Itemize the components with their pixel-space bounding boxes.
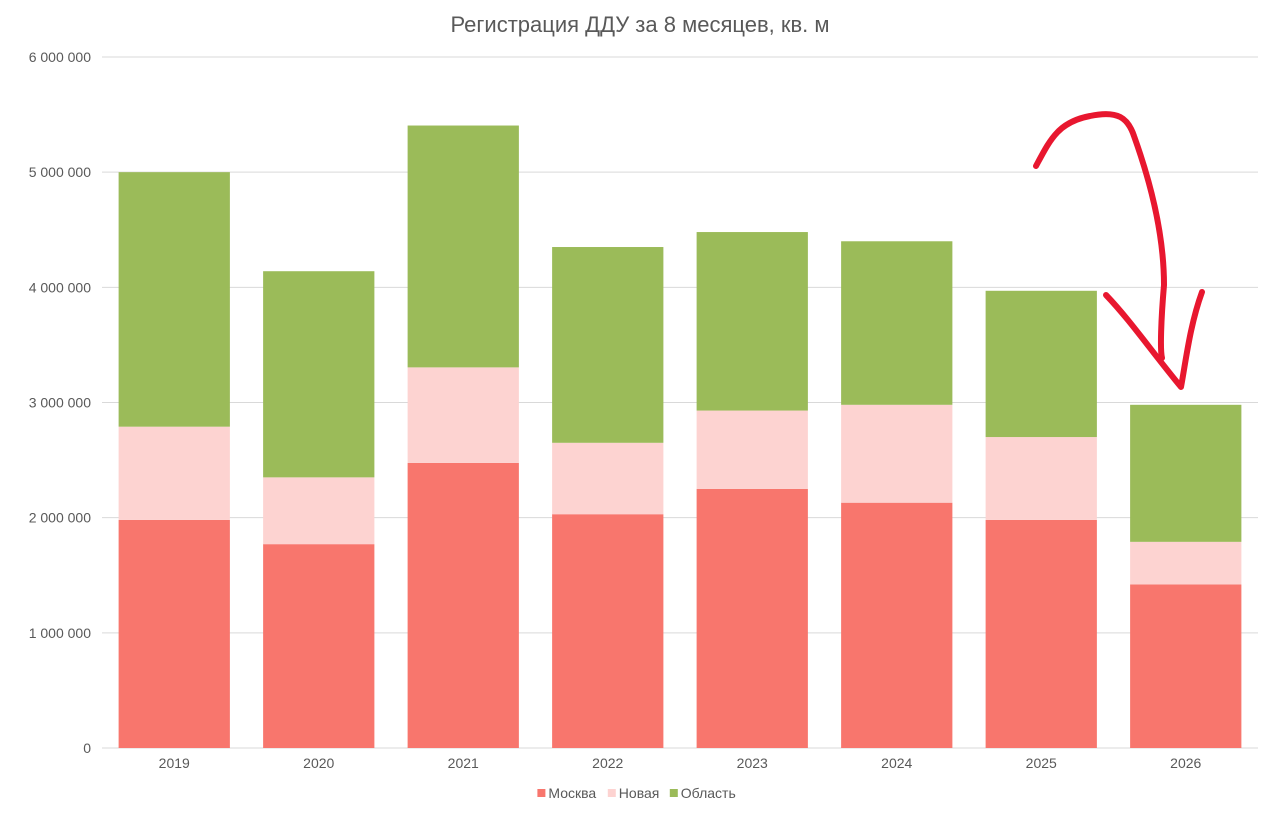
y-tick-label: 4 000 000	[29, 279, 91, 295]
bar-segment	[841, 404, 953, 503]
bar-segment	[263, 271, 375, 478]
bar-segment	[696, 488, 808, 748]
bar-segment	[1130, 541, 1242, 585]
bar-segment	[985, 290, 1097, 438]
x-tick-label: 2022	[592, 755, 623, 771]
y-tick-label: 2 000 000	[29, 510, 91, 526]
bar-segment	[263, 477, 375, 545]
x-tick-label: 2025	[1026, 755, 1057, 771]
x-tick-label: 2021	[448, 755, 479, 771]
bar-segment	[118, 426, 230, 520]
legend-label: Новая	[619, 785, 660, 801]
x-tick-label: 2019	[159, 755, 190, 771]
legend-swatch	[537, 789, 546, 797]
legend-label: Москва	[548, 785, 596, 801]
legend: Москва Новая Область	[537, 785, 736, 801]
bar-segment	[985, 519, 1097, 748]
bar-segment	[841, 241, 953, 405]
legend-swatch	[607, 789, 616, 797]
y-tick-label: 3 000 000	[29, 395, 91, 411]
bar-segment	[841, 502, 953, 748]
annotation-arrow-curve	[1033, 111, 1167, 361]
x-axis-tick-labels: 2019 2020 2021 2022 2023 2024 2025 2026	[159, 755, 1202, 771]
y-tick-label: 5 000 000	[29, 164, 91, 180]
y-tick-label: 1 000 000	[29, 625, 91, 641]
bar-segment	[552, 442, 664, 515]
bar-segment	[696, 232, 808, 411]
bar-segment	[552, 247, 664, 443]
bar-segment	[118, 519, 230, 748]
y-axis-tick-labels: 0 1 000 000 2 000 000 3 000 000 4 000 000 5 0…	[29, 49, 92, 756]
x-tick-label: 2026	[1170, 755, 1201, 771]
bar-segment	[1130, 584, 1242, 748]
x-tick-label: 2023	[737, 755, 768, 771]
bar-segment	[407, 367, 519, 463]
annotation-arrow-head	[1103, 289, 1205, 390]
bar-segment	[552, 514, 664, 748]
bar-segment	[407, 125, 519, 368]
y-tick-label: 6 000 000	[29, 49, 91, 65]
legend-label: Область	[681, 785, 736, 801]
x-tick-label: 2024	[881, 755, 912, 771]
bar-segment	[1130, 404, 1242, 542]
bar-segment	[696, 410, 808, 489]
bar-segment	[263, 544, 375, 748]
chart-title: Регистрация ДДУ за 8 месяцев, кв. м	[450, 12, 829, 37]
bar-segment	[118, 172, 230, 427]
x-tick-label: 2020	[303, 755, 334, 771]
bar-segment	[985, 437, 1097, 520]
bars-layer	[118, 125, 1242, 748]
annotation-arrow	[1033, 111, 1205, 390]
bar-segment	[407, 462, 519, 748]
y-tick-label: 0	[83, 740, 91, 756]
legend-swatch	[669, 789, 678, 797]
